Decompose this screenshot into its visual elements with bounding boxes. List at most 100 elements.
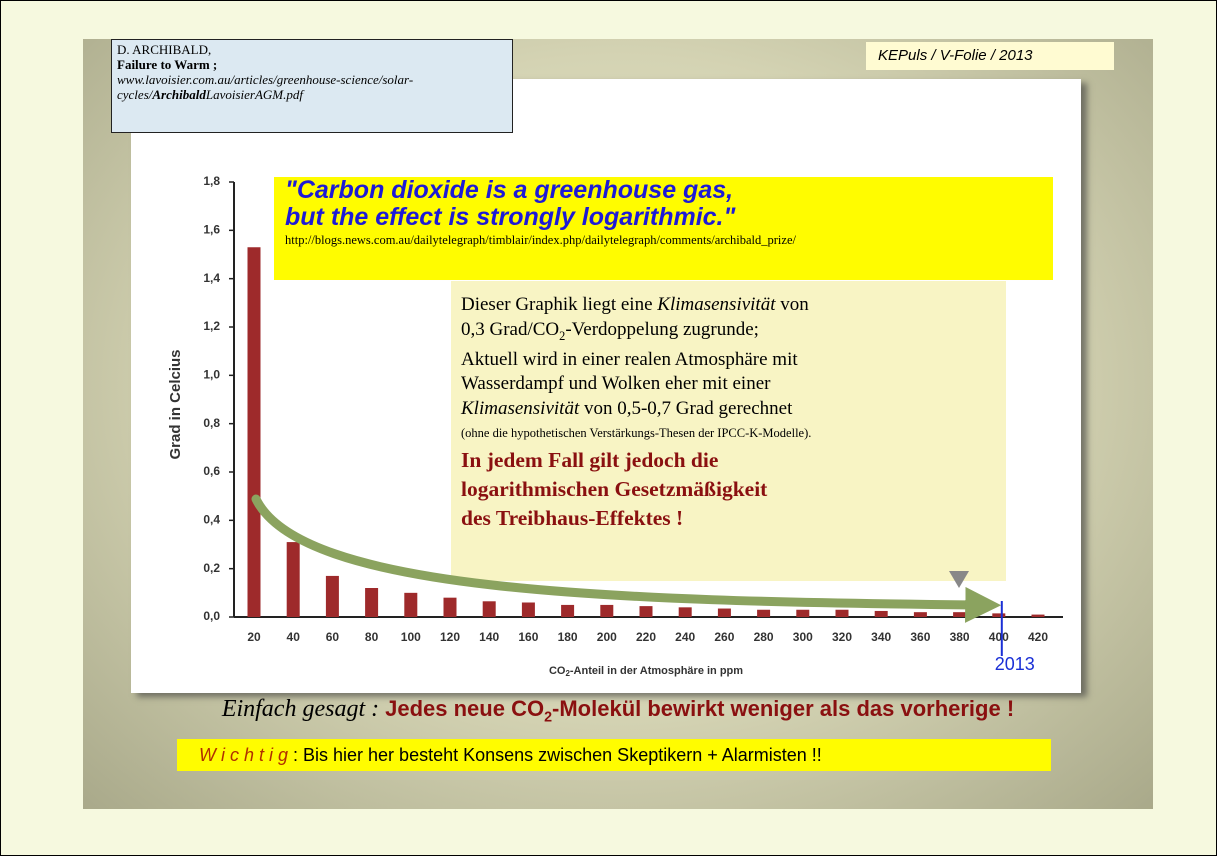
text: 0,3 Grad/CO (461, 318, 560, 340)
x-tick-label: 180 (558, 630, 578, 644)
note-bold: logarithmischen Gesetzmäßigkeit (461, 476, 768, 501)
y-tick-label: 0,6 (203, 464, 220, 478)
bar (639, 606, 653, 617)
text: -Anteil in der Atmosphäre in ppm (570, 665, 743, 677)
note-line: Aktuell wird in einer realen Atmosphäre … (461, 348, 798, 370)
bar (874, 610, 888, 617)
url-bold: Archibald (152, 87, 206, 102)
text: Dieser Graphik liegt eine (461, 294, 658, 315)
y-tick-label: 1,6 (203, 223, 220, 237)
bar (286, 542, 300, 617)
text: Einfach gesagt (221, 696, 366, 722)
x-tick-label: 220 (636, 630, 656, 644)
source-title: Failure to Warm ; (117, 57, 218, 72)
bar (953, 612, 967, 617)
x-tick-label: 260 (714, 630, 734, 644)
y-tick-label: 1,4 (203, 271, 220, 285)
bar (913, 612, 927, 617)
bar (482, 601, 496, 617)
x-tick-label: 80 (365, 630, 379, 644)
x-tick-label: 120 (440, 630, 460, 644)
x-tick-label: 420 (1028, 630, 1048, 644)
y-tick-label: 0,4 (203, 513, 220, 527)
text: CO (549, 665, 566, 677)
x-tick-label: 400 (989, 630, 1009, 644)
trend-arrow (251, 494, 1002, 623)
bar (796, 609, 810, 617)
x-tick-label: 160 (518, 630, 538, 644)
slide-header: KEPuls / V-Folie / 2013 (866, 42, 1114, 70)
text: -Molekül bewirkt weniger als das vorheri… (552, 696, 1015, 721)
source-author: D. ARCHIBALD, (117, 42, 212, 57)
subscript: 2 (544, 709, 553, 726)
y-tick-label: 1,2 (203, 319, 220, 333)
bar (678, 607, 692, 617)
x-tick-label: 40 (287, 630, 301, 644)
text: von 0,5-0,7 Grad gerechnet (579, 397, 793, 419)
x-tick-label: 240 (675, 630, 695, 644)
x-tick-label: 280 (754, 630, 774, 644)
important-box: W i c h t i g : Bis hier her besteht Kon… (177, 739, 1051, 771)
x-tick-label: 60 (326, 630, 340, 644)
annotation: 2013 (995, 654, 1035, 674)
y-tick-label: 0,0 (203, 609, 220, 623)
url-part: www.lavoisier.com.au/articles/greenhouse… (117, 72, 414, 102)
text: Klimasensivität (657, 294, 776, 315)
note-line: Wasserdampf und Wolken eher mit einer (461, 373, 771, 395)
text: Jedes neue CO (385, 696, 545, 721)
x-tick-label: 360 (910, 630, 930, 644)
y-tick-label: 0,8 (203, 416, 220, 430)
x-tick-label: 380 (950, 630, 970, 644)
x-axis-label: CO2-Anteil in der Atmosphäre in ppm (549, 665, 743, 678)
quote-box: "Carbon dioxide is a greenhouse gas, but… (274, 177, 1053, 280)
quote-url: http://blogs.news.com.au/dailytelegraph/… (285, 233, 796, 247)
source-box: D. ARCHIBALD, Failure to Warm ; www.lavo… (111, 39, 513, 133)
y-tick-label: 1,8 (203, 174, 220, 188)
bar (521, 602, 535, 617)
x-tick-label: 140 (479, 630, 499, 644)
quote-line: "Carbon dioxide is a greenhouse gas, (285, 176, 734, 204)
subscript: 2 (559, 328, 566, 343)
note-line: Klimasensivität von 0,5-0,7 Grad gerechn… (461, 397, 1006, 422)
x-tick-label: 200 (597, 630, 617, 644)
text: -Verdoppelung zugrunde; (565, 318, 759, 340)
note-line: Dieser Graphik liegt eine Klimasensivitä… (461, 293, 1006, 318)
subscript: 2 (565, 669, 570, 678)
y-axis-label: Grad in Celcius (167, 349, 184, 459)
source-url: www.lavoisier.com.au/articles/greenhouse… (117, 72, 507, 102)
bar (443, 597, 457, 617)
bar (717, 608, 731, 617)
x-tick-label: 300 (793, 630, 813, 644)
bar (404, 592, 418, 617)
note-box: Dieser Graphik liegt eine Klimasensivitä… (451, 281, 1006, 581)
x-tick-label: 20 (247, 630, 261, 644)
bar (835, 609, 849, 617)
url-part: LavoisierAGM.pdf (205, 87, 303, 102)
note-line: 0,3 Grad/CO2-Verdoppelung zugrunde; (461, 318, 1006, 348)
note-bold: des Treibhaus-Effektes ! (461, 505, 684, 530)
text: : Bis hier her besteht Konsens zwischen … (288, 745, 822, 765)
summary: Einfach gesagt : Jedes neue CO2-Molekül … (83, 696, 1153, 725)
pointer (949, 571, 969, 588)
text: : (365, 696, 386, 722)
bar (561, 604, 575, 617)
bar (600, 604, 614, 617)
x-tick-label: 320 (832, 630, 852, 644)
quote-line: but the effect is strongly logarithmic." (285, 203, 736, 231)
bar (1031, 614, 1045, 617)
bar (247, 247, 261, 617)
text: W i c h t i g (199, 745, 289, 765)
bar (325, 575, 339, 617)
bar (757, 609, 771, 617)
bar (365, 588, 379, 617)
x-tick-label: 340 (871, 630, 891, 644)
x-tick-label: 100 (401, 630, 421, 644)
note-bold: In jedem Fall gilt jedoch die (461, 447, 719, 472)
y-tick-label: 0,2 (203, 561, 220, 575)
y-tick-label: 1,0 (203, 368, 220, 382)
note-small: (ohne die hypothetischen Verstärkungs-Th… (461, 426, 812, 441)
text: Klimasensivität (461, 397, 580, 419)
